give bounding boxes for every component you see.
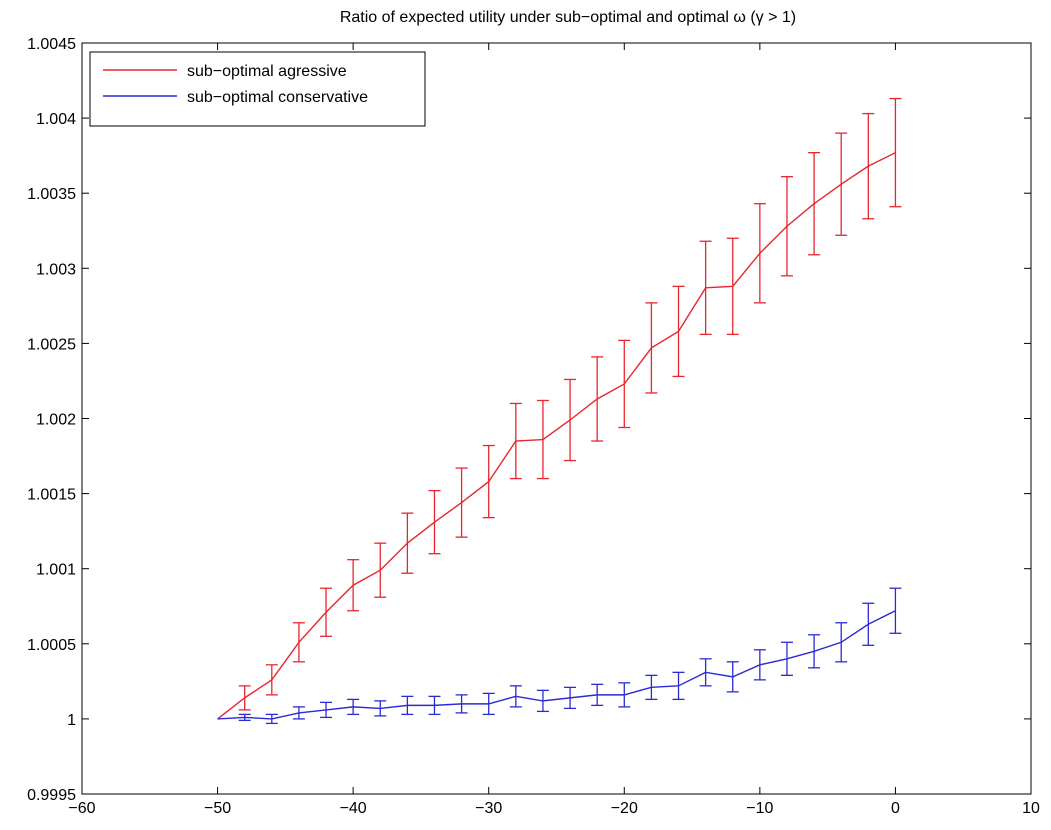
- error-bar: [780, 641, 793, 676]
- x-tick-label: −40: [340, 800, 367, 817]
- error-bar: [265, 664, 278, 696]
- error-bar: [591, 356, 604, 442]
- error-bar: [618, 339, 631, 429]
- error-bar: [428, 695, 441, 716]
- error-bar: [780, 176, 793, 277]
- error-bar: [347, 698, 360, 716]
- legend-label: sub−optimal conservative: [187, 89, 368, 106]
- error-bar: [726, 661, 739, 693]
- legend-box: [89, 51, 426, 127]
- error-bar: [699, 240, 712, 336]
- error-bar: [672, 285, 685, 378]
- x-tick-label: −50: [204, 800, 231, 817]
- error-bar: [889, 97, 902, 208]
- y-tick-label: 1.0005: [27, 637, 76, 654]
- y-tick-label: 1.003: [36, 261, 76, 278]
- axes: −60 −50 −40 −30 −20 −10 0 10 0.9995 1 1.0005 1.001 1…: [27, 36, 1040, 817]
- error-bar: [292, 622, 305, 663]
- error-bar: [808, 634, 821, 669]
- error-bar: [401, 695, 414, 716]
- legend-item-2: sub−optimal conservative: [103, 89, 368, 106]
- error-bar: [564, 378, 577, 462]
- y-tick-label: 1: [67, 712, 76, 729]
- error-bar: [401, 512, 414, 574]
- y-tick-label: 1.0025: [27, 336, 76, 353]
- error-bar: [591, 683, 604, 707]
- series-line: [217, 610, 896, 720]
- x-tick-label: −60: [68, 800, 95, 817]
- series-2: [217, 587, 902, 725]
- error-bar: [320, 587, 333, 637]
- y-tick-label: 1.0035: [27, 186, 76, 203]
- error-bar: [753, 203, 766, 304]
- error-bar: [374, 542, 387, 598]
- x-tick-label: −10: [746, 800, 773, 817]
- error-bar: [808, 151, 821, 256]
- y-tick-label: 1.001: [36, 562, 76, 579]
- error-bar: [238, 713, 251, 722]
- series-line: [217, 152, 896, 720]
- y-tick-label: 1.004: [36, 111, 76, 128]
- error-bar: [292, 706, 305, 720]
- error-bar: [509, 685, 522, 708]
- error-bar: [536, 399, 549, 480]
- error-bar: [320, 701, 333, 719]
- error-bar: [536, 689, 549, 713]
- x-tick-label: 0: [891, 800, 900, 817]
- error-bar: [455, 694, 468, 714]
- x-tick-label: −30: [475, 800, 502, 817]
- y-tick-label: 1.0015: [27, 487, 76, 504]
- error-bar: [238, 685, 251, 711]
- x-tick-label: −20: [611, 800, 638, 817]
- error-bar: [265, 713, 278, 725]
- error-bar: [862, 112, 875, 220]
- error-bar: [672, 671, 685, 701]
- error-bar: [753, 649, 766, 681]
- error-bar: [618, 682, 631, 708]
- error-bar: [835, 132, 848, 236]
- y-tick-label: 0.9995: [27, 787, 76, 804]
- plot-area: [217, 97, 902, 725]
- y-tick-label: 1.002: [36, 412, 76, 429]
- error-bar: [482, 444, 495, 519]
- error-bar: [726, 237, 739, 336]
- error-bar: [645, 674, 658, 701]
- error-bar: [564, 686, 577, 710]
- series-1: [217, 97, 902, 720]
- x-tick-label: 10: [1022, 800, 1040, 817]
- y-tick-label: 1.0045: [27, 36, 76, 53]
- error-bar: [482, 692, 495, 716]
- error-bar: [835, 622, 848, 663]
- error-bar: [509, 402, 522, 480]
- legend-item-1: sub−optimal agressive: [103, 63, 347, 80]
- error-bar: [889, 587, 902, 634]
- error-bar: [699, 658, 712, 687]
- error-bar: [374, 700, 387, 717]
- error-bar: [347, 559, 360, 612]
- error-bar: [455, 467, 468, 538]
- error-bar: [428, 489, 441, 555]
- chart-title: Ratio of expected utility under sub−opti…: [340, 9, 796, 26]
- error-bar: [645, 302, 658, 394]
- legend-label: sub−optimal agressive: [187, 63, 347, 80]
- legend: sub−optimal agressive sub−optimal conserv…: [89, 51, 426, 127]
- error-bar: [862, 602, 875, 646]
